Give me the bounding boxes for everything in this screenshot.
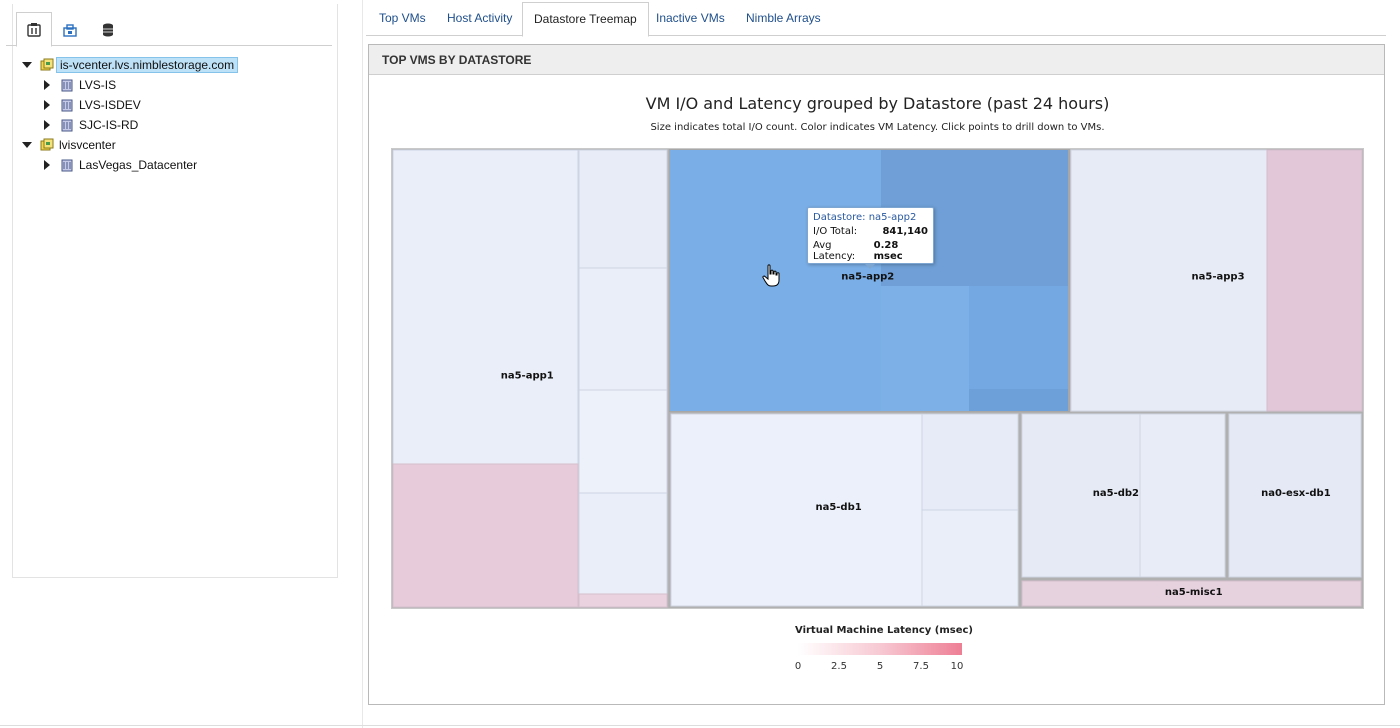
legend-tick: 2.5 [831, 661, 847, 672]
tooltip-io-row: I/O Total: 841,140 [813, 226, 928, 237]
hand-cursor-icon [762, 264, 780, 287]
datastore-na5-misc1[interactable] [1020, 579, 1363, 608]
tooltip-io-value: 841,140 [882, 226, 928, 237]
vms-templates-tab[interactable] [52, 12, 88, 48]
legend-tick: 5 [876, 661, 884, 672]
storage-tab[interactable] [90, 12, 126, 48]
datacenter-icon [61, 119, 73, 132]
tree-item-lvisvcenter[interactable]: lvisvcenter [22, 136, 119, 154]
collapsed-arrow-icon[interactable] [42, 120, 52, 130]
tooltip-pointer [864, 263, 876, 269]
treemap-labels: na5-app1 na5-app2 na5-app3 na5-db1 na5-db2 na… [501, 271, 1331, 598]
tooltip-latency-value: 0.28 msec [873, 240, 903, 262]
datastore-na5-app1[interactable] [392, 149, 669, 608]
datastore-na5-app3[interactable] [1070, 149, 1363, 412]
tree-item-lasvegas-datacenter[interactable]: LasVegas_Datacenter [42, 156, 200, 174]
expanded-arrow-icon[interactable] [22, 60, 32, 70]
tree-item-label: LasVegas_Datacenter [79, 158, 198, 172]
collapsed-arrow-icon[interactable] [42, 80, 52, 90]
chart-title: VM I/O and Latency grouped by Datastore … [645, 94, 1110, 113]
tooltip-latency-label: Avg Latency: [813, 240, 856, 262]
tree-item-lvs-is[interactable]: LVS-IS [42, 76, 119, 94]
tree-item-label: lvisvcenter [59, 138, 116, 152]
datacenter-icon [61, 79, 73, 92]
tree-item-label: LVS-ISDEV [79, 98, 141, 112]
hosts-clusters-tab[interactable] [16, 12, 52, 47]
storage-icon [103, 23, 113, 37]
treemap-label-na5-app2: na5-app2 [841, 271, 894, 282]
legend-gradient-bar [798, 643, 962, 655]
vcenter-icon [40, 58, 54, 71]
tooltip-latency-row: Avg Latency: 0.28 msec [813, 240, 928, 262]
tab-nimble-arrays[interactable]: Nimble Arrays [746, 11, 821, 25]
datacenter-icon [61, 99, 73, 112]
collapsed-arrow-icon[interactable] [42, 160, 52, 170]
datastore-na5-db1[interactable] [669, 412, 1020, 608]
tooltip-title: Datastore: na5-app2 [813, 212, 917, 223]
treemap-label-na0-esx-db1: na0-esx-db1 [1261, 488, 1331, 499]
vcenter-icon [40, 138, 54, 151]
expanded-arrow-icon[interactable] [22, 140, 32, 150]
tree-item-sjc-is-rd[interactable]: SJC-IS-RD [42, 116, 141, 134]
treemap-label-na5-app1: na5-app1 [501, 371, 554, 382]
tree-item-label: is-vcenter.lvs.nimblestorage.com [56, 57, 239, 73]
tab-host-activity[interactable]: Host Activity [447, 11, 513, 25]
navigator-tabs [6, 4, 332, 48]
collapsed-arrow-icon[interactable] [42, 100, 52, 110]
top-vms-by-datastore-panel: TOP VMS BY DATASTORE VM I/O and Latency … [368, 44, 1385, 705]
treemap-label-na5-misc1: na5-misc1 [1165, 587, 1223, 598]
chart-subtitle: Size indicates total I/O count. Color in… [650, 122, 1105, 133]
legend-title: Virtual Machine Latency (msec) [795, 625, 973, 636]
datastore-tooltip: Datastore: na5-app2 I/O Total: 841,140 A… [807, 207, 934, 264]
panel-divider[interactable] [362, 0, 363, 728]
tree-item-label: SJC-IS-RD [79, 118, 139, 132]
tab-datastore-treemap[interactable]: Datastore Treemap [522, 2, 649, 37]
bottom-border [0, 725, 1400, 726]
datacenter-icon [61, 159, 73, 172]
datastore-na0-esx-db1[interactable] [1227, 412, 1363, 579]
tab-inactive-vms[interactable]: Inactive VMs [656, 11, 725, 25]
panel-header: TOP VMS BY DATASTORE [369, 45, 1384, 75]
tree-item-is-vcenter[interactable]: is-vcenter.lvs.nimblestorage.com [22, 56, 239, 74]
treemap-label-na5-db2: na5-db2 [1093, 488, 1139, 499]
legend-tick: 7.5 [913, 661, 929, 672]
legend-tick: 10 [950, 661, 964, 672]
legend-tick: 0 [794, 661, 802, 672]
tab-bar: Top VMs Host Activity Datastore Treemap … [366, 0, 1386, 37]
datastore-na5-db2[interactable] [1020, 412, 1227, 579]
tree-item-lvs-isdev[interactable]: LVS-ISDEV [42, 96, 144, 114]
vms-templates-icon [63, 24, 77, 37]
treemap-label-na5-db1: na5-db1 [815, 502, 861, 513]
hosts-clusters-icon [27, 22, 41, 37]
tab-top-vms[interactable]: Top VMs [379, 11, 426, 25]
tree-item-label: LVS-IS [79, 78, 117, 92]
tooltip-io-label: I/O Total: [813, 226, 858, 237]
treemap-label-na5-app3: na5-app3 [1192, 271, 1245, 282]
